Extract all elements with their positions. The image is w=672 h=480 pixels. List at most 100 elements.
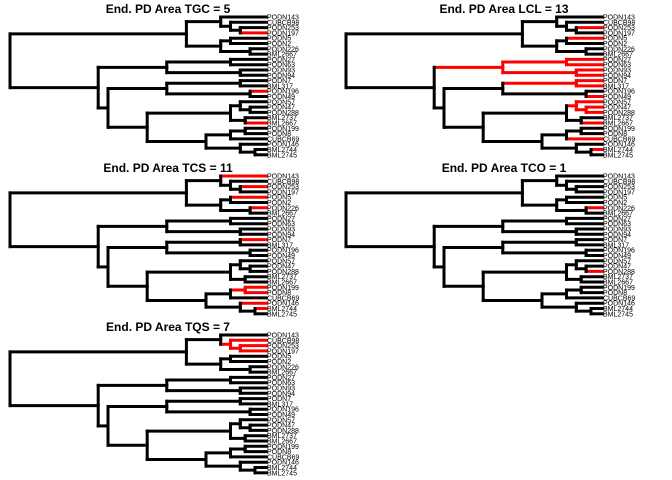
tip-label: PODN47 [603, 264, 631, 271]
tip-label: BML317 [603, 242, 629, 249]
tip-label: PODN49 [603, 253, 631, 260]
tip-label: BML2667 [603, 280, 633, 287]
tip-label: BML2667 [267, 52, 297, 59]
tip-label: PODN5 [267, 36, 291, 43]
tip-label: PODN197 [267, 30, 299, 37]
tip-label: PODN27 [267, 216, 295, 223]
tip-label: PODN8 [603, 131, 627, 138]
tip-label: PODN226 [267, 46, 299, 53]
tip-label: PODN57 [603, 99, 631, 106]
phylogenetic-tree: PODN143CUBCB98PODN253PODN197PODN5PODN2PO… [344, 174, 635, 318]
tip-label: BML2745 [267, 152, 297, 159]
tip-label: PODN196 [267, 407, 299, 414]
tip-label: PODN49 [267, 94, 295, 101]
tip-label: PODN57 [603, 258, 631, 265]
tip-label: BML2744 [603, 306, 633, 313]
tip-label: BML2745 [603, 311, 633, 318]
tip-label: BML2744 [267, 306, 297, 313]
tip-label: PODN47 [267, 423, 295, 430]
tip-label: PODN93 [267, 68, 295, 75]
tip-label: PODN196 [603, 248, 635, 255]
tree-panel-lcl: End. PD Area LCL = 13 PODN143 CUBCB98 PODN… [344, 2, 664, 162]
tip-label: PODN27 [603, 216, 631, 223]
tip-label: PODN143 [603, 174, 635, 181]
phylogenetic-tree: PODN143CUBCB98PODN253PODN197PODN5PODN2PO… [8, 15, 299, 159]
tip-label: PODN288 [603, 269, 635, 276]
tree-panel-tgc: End. PD Area TGC = 5 PODN143 CUBCB98 PODN2… [8, 2, 328, 162]
tip-label: PODN2 [267, 200, 291, 207]
tip-label: BML2667 [603, 52, 633, 59]
tip-label: PODN143 [267, 333, 299, 340]
tip-label: PODN49 [267, 412, 295, 419]
tip-label: PODN199 [603, 285, 635, 292]
tip-label: BML2667 [267, 370, 297, 377]
tree-panel-tcs: End. PD Area TCS = 11 PODN143 CUBCB98 PODN… [8, 161, 328, 321]
tip-label: PODN8 [603, 290, 627, 297]
tip-label: PODN196 [267, 89, 299, 96]
tip-label: BML2744 [267, 465, 297, 472]
tip-label: PODN7 [267, 396, 291, 403]
tip-label: PODN199 [267, 126, 299, 133]
tip-label: CUBCB69 [267, 136, 299, 143]
phylogenetic-tree: PODN143CUBCB98PODN253PODN197PODN5PODN2PO… [344, 15, 635, 159]
tip-label: PODN199 [267, 444, 299, 451]
tip-label: PODN5 [603, 36, 627, 43]
tip-label: PODN2 [267, 359, 291, 366]
tip-label: PODN2 [603, 200, 627, 207]
tip-label: CUBCB98 [267, 179, 299, 186]
tip-label: PODN57 [267, 258, 295, 265]
tip-label: PODN288 [603, 110, 635, 117]
tip-label: BML2667 [603, 121, 633, 128]
tip-label: PODN226 [603, 46, 635, 53]
tip-label: BML2745 [267, 470, 297, 477]
tip-label: PODN253 [267, 343, 299, 350]
tip-label: PODN5 [267, 195, 291, 202]
tip-label: PODN199 [267, 285, 299, 292]
tip-label: BML317 [267, 83, 293, 90]
tip-label: BML317 [267, 242, 293, 249]
tip-label: PODN196 [267, 248, 299, 255]
tip-label: PODN288 [267, 428, 299, 435]
tip-label: PODN93 [603, 227, 631, 234]
tip-label: BML2737 [603, 115, 633, 122]
tip-label: PODN94 [603, 73, 631, 80]
phylogenetic-tree: PODN143CUBCB98PODN253PODN197PODN5PODN2PO… [8, 174, 299, 318]
tip-label: BML317 [603, 83, 629, 90]
tip-label: PODN197 [267, 348, 299, 355]
tip-label: BML2667 [267, 439, 297, 446]
tip-label: BML2745 [267, 311, 297, 318]
tip-label: PODN199 [603, 126, 635, 133]
tip-label: PODN146 [267, 142, 299, 149]
tip-label: PODN8 [267, 131, 291, 138]
tree-panel-tqs: End. PD Area TQS = 7 PODN143 CUBCB98 PODN2… [8, 320, 328, 480]
panel-title: End. PD Area TCS = 11 [103, 161, 233, 175]
tip-label: PODN143 [267, 15, 299, 22]
tip-label: CUBCB69 [603, 295, 635, 302]
tip-label: PODN8 [267, 449, 291, 456]
tip-label: PODN47 [603, 105, 631, 112]
tip-label: PODN143 [603, 15, 635, 22]
tip-label: PODN63 [267, 62, 295, 69]
tip-label: PODN288 [267, 269, 299, 276]
tip-label: PODN94 [603, 232, 631, 239]
tip-label: PODN63 [603, 62, 631, 69]
phylogenetic-tree: PODN143CUBCB98PODN253PODN197PODN5PODN2PO… [8, 333, 299, 477]
tip-label: PODN49 [267, 253, 295, 260]
tip-label: PODN7 [267, 237, 291, 244]
tip-label: PODN94 [267, 232, 295, 239]
tip-label: PODN93 [267, 227, 295, 234]
tip-label: CUBCB69 [267, 454, 299, 461]
tip-label: CUBCB98 [267, 338, 299, 345]
tip-label: PODN63 [267, 380, 295, 387]
tip-label: BML2667 [267, 121, 297, 128]
tip-label: BML2737 [267, 274, 297, 281]
panel-title: End. PD Area TCO = 1 [441, 161, 567, 175]
tip-label: PODN143 [267, 174, 299, 181]
tip-label: PODN93 [603, 68, 631, 75]
tip-label: PODN57 [267, 99, 295, 106]
tip-label: PODN146 [603, 301, 635, 308]
tip-label: BML2737 [603, 274, 633, 281]
tip-label: PODN27 [603, 57, 631, 64]
tip-label: BML2667 [267, 211, 297, 218]
tip-label: PODN94 [267, 73, 295, 80]
